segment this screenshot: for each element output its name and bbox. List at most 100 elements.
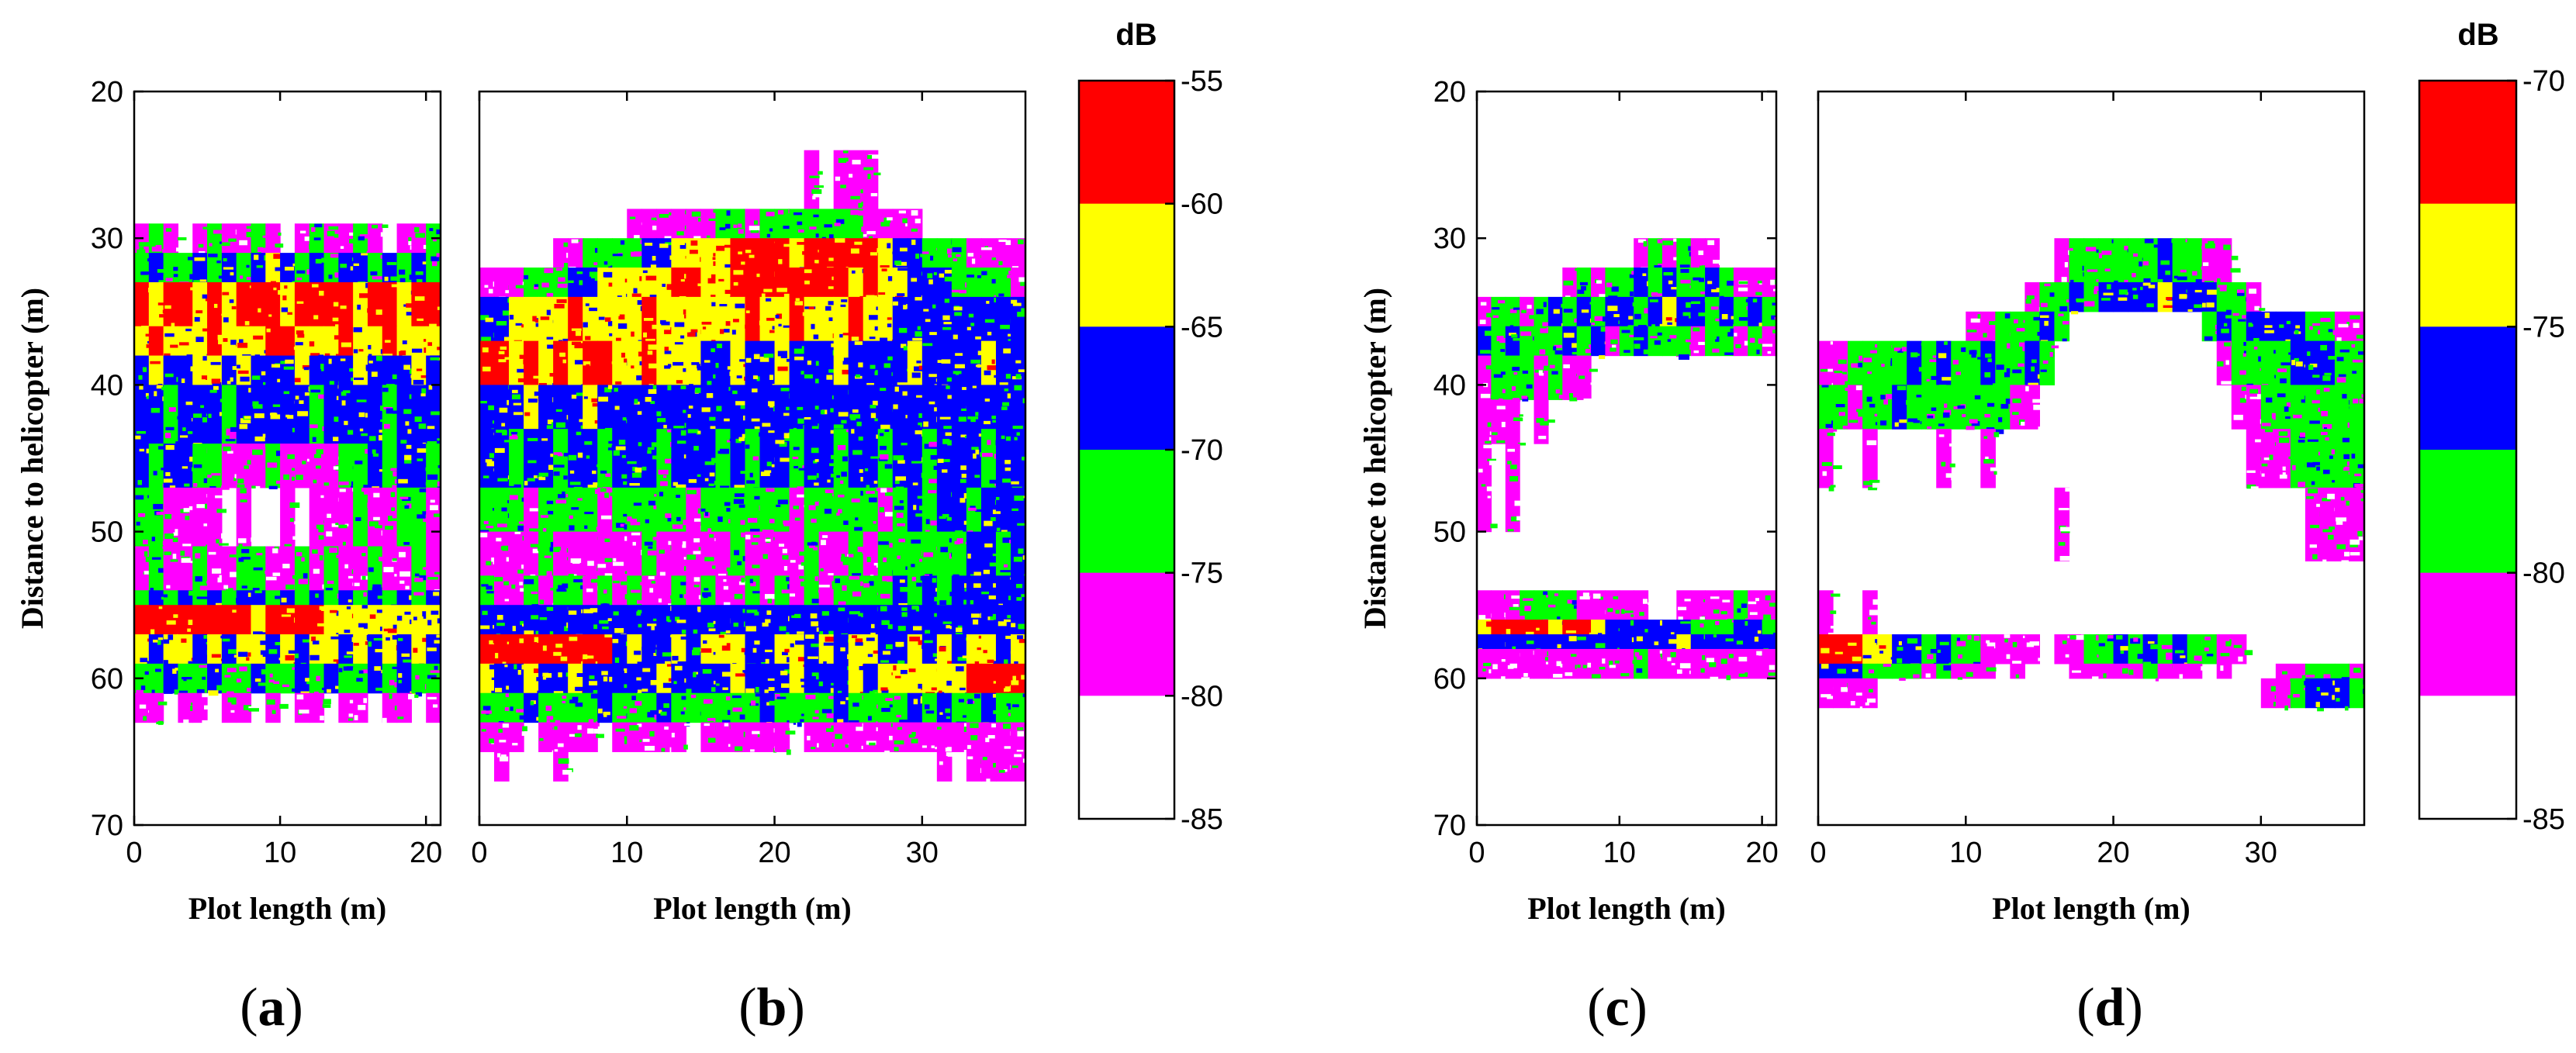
speckle — [571, 328, 582, 331]
heatmap-cell — [207, 444, 223, 489]
heatmap-cell — [323, 590, 339, 606]
speckle — [178, 342, 189, 346]
speckle — [652, 226, 659, 230]
speckle — [1872, 482, 1881, 488]
speckle — [953, 306, 963, 311]
speckle — [726, 643, 731, 647]
speckle — [983, 650, 987, 654]
heatmap-cell — [818, 268, 835, 298]
speckle — [637, 411, 645, 415]
speckle — [211, 625, 218, 630]
speckle — [793, 212, 803, 216]
speckle — [858, 362, 863, 368]
speckle — [1565, 672, 1573, 676]
heatmap-cell — [951, 385, 967, 430]
speckle — [1693, 350, 1699, 354]
speckle — [1684, 599, 1693, 602]
speckle — [287, 312, 292, 315]
speckle — [718, 634, 724, 638]
speckle — [1867, 371, 1872, 375]
heatmap-cell — [612, 429, 628, 489]
speckle — [185, 516, 190, 520]
speckle — [722, 451, 728, 454]
speckle — [954, 312, 962, 316]
heatmap-cell — [863, 150, 879, 209]
speckle — [558, 672, 562, 678]
speckle — [2266, 397, 2273, 403]
speckle — [311, 284, 319, 288]
speckle — [314, 454, 322, 458]
heatmap-cell — [715, 296, 731, 342]
speckle — [496, 430, 507, 433]
speckle — [341, 342, 351, 347]
speckle — [2033, 404, 2042, 410]
speckle — [967, 553, 971, 559]
heatmap-cell — [1477, 634, 1492, 650]
speckle — [872, 400, 882, 406]
speckle — [312, 437, 316, 443]
speckle — [998, 769, 1005, 773]
speckle — [312, 549, 318, 554]
speckle — [794, 301, 804, 306]
speckle — [1590, 382, 1596, 385]
speckle — [138, 513, 146, 517]
speckle — [857, 547, 863, 552]
speckle — [1899, 419, 1908, 423]
heatmap-cell — [966, 385, 982, 430]
heatmap-cell — [134, 253, 150, 283]
speckle — [2339, 349, 2351, 353]
heatmap-cell — [921, 605, 938, 635]
speckle — [711, 348, 715, 353]
speckle — [512, 743, 518, 746]
speckle — [556, 589, 567, 592]
speckle — [873, 689, 880, 696]
speckle — [2264, 312, 2270, 319]
speckle — [244, 321, 250, 326]
speckle — [873, 650, 880, 654]
speckle — [562, 583, 572, 589]
heatmap-cell — [2098, 281, 2114, 312]
speckle — [848, 554, 854, 558]
heatmap-cell — [2231, 311, 2247, 342]
speckle — [849, 611, 860, 615]
heatmap-cell — [1648, 648, 1663, 679]
speckle — [967, 744, 971, 749]
speckle — [563, 475, 568, 480]
speckle — [341, 391, 347, 396]
speckle — [399, 571, 410, 577]
heatmap-cell — [2275, 429, 2291, 489]
heatmap-cell — [1505, 634, 1520, 650]
speckle — [427, 675, 437, 679]
speckle — [1002, 537, 1011, 544]
heatmap-cell — [1833, 634, 1848, 665]
heatmap-cell — [192, 253, 208, 283]
speckle — [524, 376, 535, 382]
speckle — [783, 413, 791, 416]
speckle — [811, 426, 821, 430]
speckle — [2253, 347, 2258, 350]
speckle — [521, 664, 525, 670]
speckle — [512, 389, 518, 394]
speckle — [1004, 388, 1009, 392]
heatmap-cell — [265, 605, 281, 635]
speckle — [315, 258, 322, 264]
speckle — [200, 617, 206, 623]
speckle — [1848, 419, 1859, 423]
speckle — [510, 706, 513, 711]
speckle — [673, 361, 684, 366]
speckle — [1983, 458, 1994, 464]
speckle — [320, 715, 324, 721]
speckle — [515, 285, 525, 288]
heatmap-cell — [1848, 385, 1863, 430]
speckle — [1722, 599, 1731, 602]
speckle — [752, 591, 763, 594]
speckle — [572, 339, 577, 342]
speckle — [144, 671, 153, 675]
speckle — [1558, 395, 1564, 399]
speckle — [884, 429, 890, 433]
speckle — [416, 368, 423, 371]
speckle — [981, 271, 987, 276]
speckle — [390, 492, 396, 498]
speckle — [134, 435, 141, 440]
heatmap-cell — [524, 268, 539, 298]
